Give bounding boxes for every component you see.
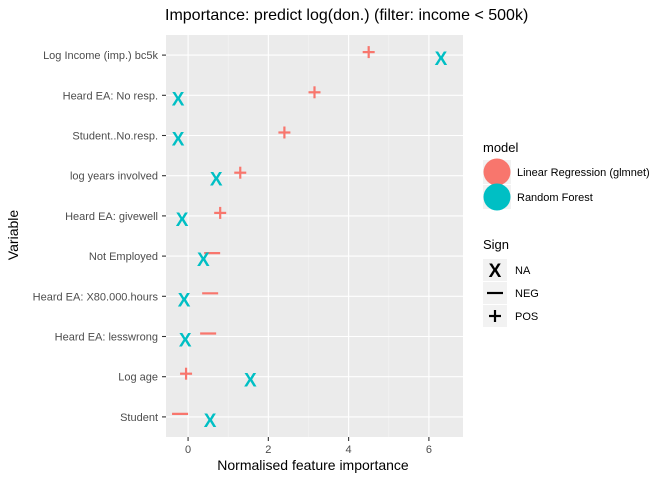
- legend-label: NEG: [515, 288, 539, 300]
- data-point: X: [179, 331, 192, 352]
- x-tick-label: 2: [265, 444, 271, 456]
- legend-label: Linear Regression (glmnet): [517, 167, 650, 179]
- y-axis: Log Income (imp.) bc5k Heard EA: No resp.…: [33, 50, 166, 424]
- y-tick-label: Heard EA: givewell: [65, 211, 158, 223]
- data-point: [308, 86, 321, 99]
- legend-glyph: [489, 310, 501, 322]
- series-linear-regression-glmnet-: [172, 46, 375, 415]
- legend-swatch: [483, 183, 511, 211]
- data-point: X: [210, 170, 223, 191]
- data-point: X: [172, 89, 185, 110]
- chart-title: Importance: predict log(don.) (filter: i…: [165, 7, 528, 24]
- data-point: [180, 367, 193, 380]
- legend-title-sign: Sign: [483, 237, 509, 252]
- data-point: [234, 166, 247, 179]
- data-point: X: [197, 250, 210, 271]
- legend: model Linear Regression (glmnet) Random Fo…: [483, 140, 650, 327]
- legend-key: [483, 259, 507, 281]
- legend-swatch: [483, 158, 511, 186]
- panel-background: [166, 35, 463, 437]
- x-tick-label: 6: [426, 444, 432, 456]
- y-tick-label: Student..No.resp.: [72, 131, 158, 143]
- y-tick-label: Log age: [118, 372, 158, 384]
- y-tick-label: Not Employed: [89, 251, 158, 263]
- legend-label: NA: [515, 265, 531, 277]
- data-point: [214, 206, 227, 219]
- y-axis-title: Variable: [5, 210, 21, 261]
- data-point: [362, 46, 375, 59]
- data-point: X: [172, 130, 185, 151]
- data-point: X: [244, 371, 257, 392]
- y-tick-label: Heard EA: X80.000.hours: [33, 291, 159, 303]
- y-tick-label: Heard EA: No resp.: [63, 90, 158, 102]
- legend-title-model: model: [483, 140, 519, 155]
- x-axis: 0 2 4 6: [185, 437, 432, 456]
- y-tick-label: Log Income (imp.) bc5k: [43, 50, 158, 62]
- x-axis-title: Normalised feature importance: [217, 457, 409, 473]
- legend-label: Random Forest: [517, 192, 593, 204]
- data-point: X: [435, 49, 448, 70]
- y-tick-label: Heard EA: lesswrong: [55, 332, 158, 344]
- legend-label: POS: [515, 311, 538, 323]
- y-tick-label: Student: [120, 412, 158, 424]
- data-point: X: [204, 411, 217, 432]
- legend-x-glyph: X: [489, 261, 502, 282]
- plot-panel: [166, 35, 463, 437]
- x-tick-label: 0: [185, 444, 191, 456]
- data-point: X: [178, 290, 191, 311]
- y-tick-label: log years involved: [70, 171, 158, 183]
- legend-glyph: X: [489, 261, 502, 282]
- data-point: [278, 126, 291, 139]
- x-tick-label: 4: [346, 444, 352, 456]
- data-point: X: [176, 210, 189, 231]
